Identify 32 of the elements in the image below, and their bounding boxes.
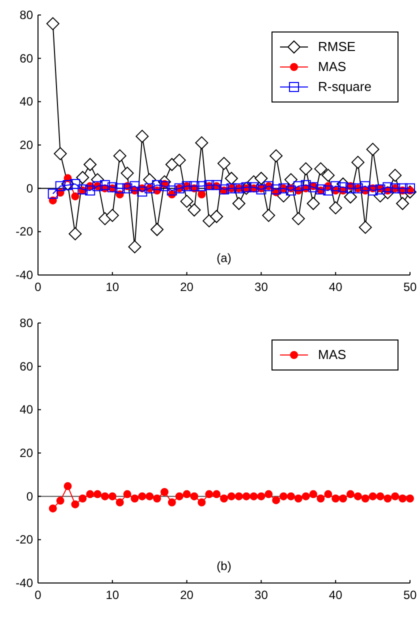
y-tick-label: 60 — [20, 51, 34, 66]
y-tick-label: 0 — [26, 489, 34, 504]
annotation: (a) — [216, 251, 232, 265]
x-tick-label: 10 — [106, 280, 120, 294]
x-tick-label: 0 — [34, 280, 42, 294]
y-tick-label: 20 — [20, 446, 34, 460]
y-tick-label: 80 — [20, 316, 34, 330]
y-tick-label: -40 — [16, 268, 34, 282]
y-tick-label: -40 — [16, 576, 34, 590]
y-tick-label: 0 — [26, 181, 34, 196]
x-tick-label: 20 — [180, 280, 194, 294]
x-tick-label: 40 — [328, 280, 343, 294]
x-tick-label: 0 — [34, 588, 42, 602]
x-tick-label: 20 — [180, 588, 194, 602]
x-tick-label: 50 — [403, 588, 417, 602]
y-tick-label: 40 — [20, 402, 34, 417]
legend-label: RMSE — [318, 39, 356, 54]
x-tick-label: 40 — [328, 588, 343, 602]
y-tick-label: 20 — [20, 138, 34, 152]
legend-label: MAS — [318, 59, 346, 74]
annotation: (b) — [216, 559, 232, 573]
y-tick-label: 40 — [20, 94, 34, 109]
y-tick-label: -20 — [16, 532, 34, 547]
x-tick-label: 10 — [106, 588, 120, 602]
y-tick-label: 60 — [20, 359, 34, 374]
legend-label: R-square — [318, 79, 372, 94]
x-tick-label: 30 — [254, 280, 268, 294]
x-tick-label: 50 — [403, 280, 417, 294]
y-tick-label: 80 — [20, 8, 34, 22]
legend-label: MAS — [318, 347, 346, 362]
x-tick-label: 30 — [254, 588, 268, 602]
y-tick-label: -20 — [16, 224, 34, 239]
